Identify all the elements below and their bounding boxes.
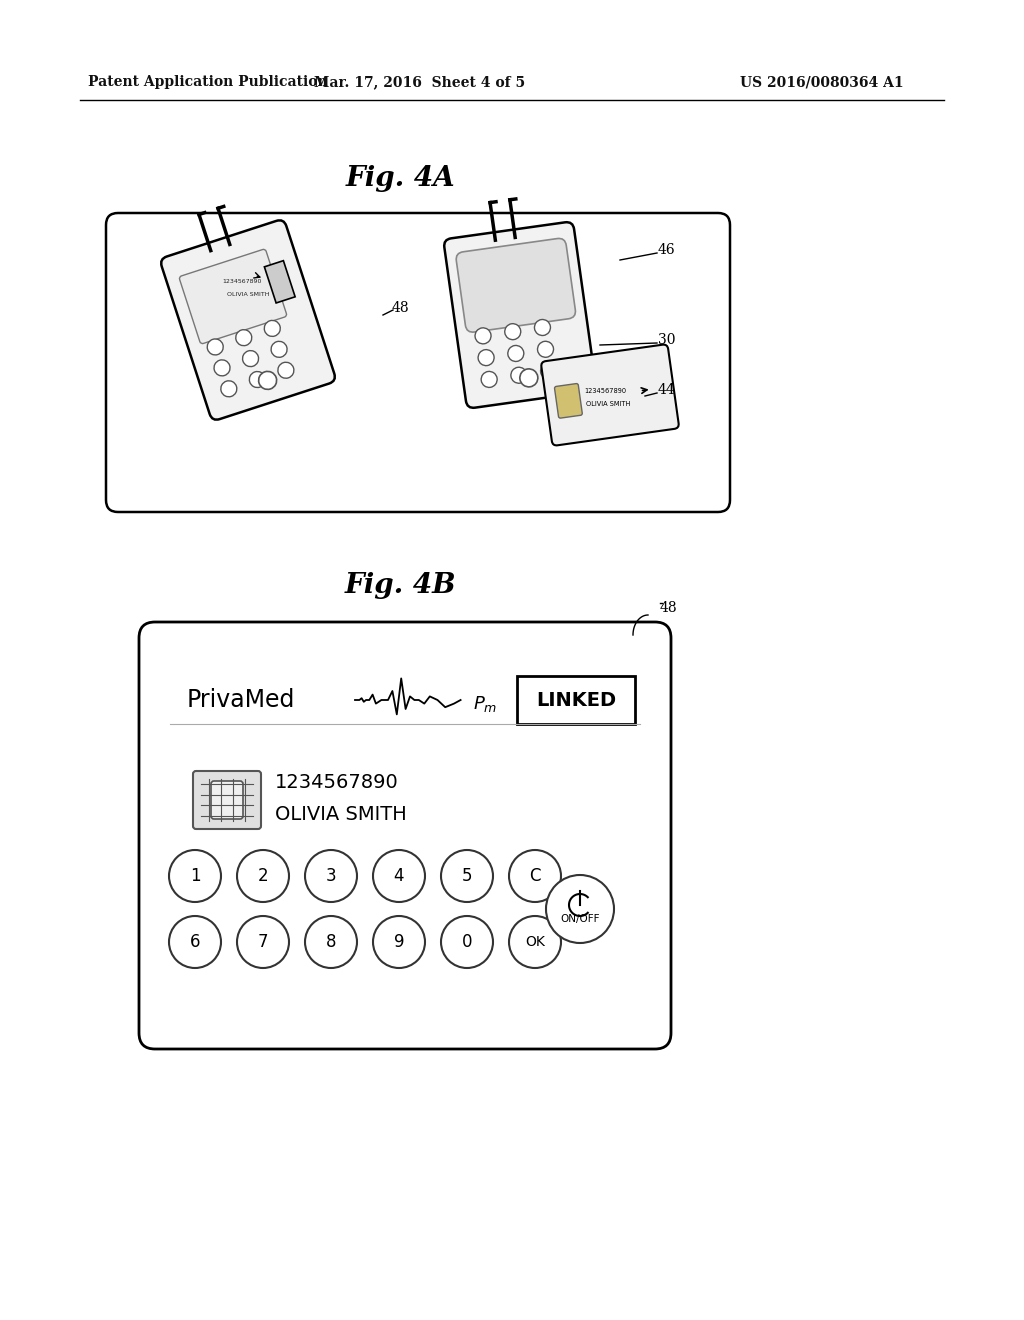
Circle shape [373, 916, 425, 968]
Text: PrivaMed: PrivaMed [187, 688, 295, 711]
Circle shape [541, 363, 557, 379]
Text: Patent Application Publication: Patent Application Publication [88, 75, 328, 88]
Text: US 2016/0080364 A1: US 2016/0080364 A1 [740, 75, 903, 88]
FancyBboxPatch shape [211, 781, 243, 818]
FancyBboxPatch shape [264, 260, 295, 304]
Text: Fig. 4A: Fig. 4A [345, 165, 455, 191]
Text: 48: 48 [392, 301, 410, 315]
Text: 9: 9 [394, 933, 404, 950]
Text: Mar. 17, 2016  Sheet 4 of 5: Mar. 17, 2016 Sheet 4 of 5 [314, 75, 525, 88]
Text: 6: 6 [189, 933, 201, 950]
Circle shape [505, 323, 521, 339]
Text: 1234567890: 1234567890 [584, 388, 627, 393]
Circle shape [243, 351, 258, 367]
Text: Fig. 4B: Fig. 4B [344, 572, 456, 599]
Circle shape [535, 319, 551, 335]
Circle shape [509, 850, 561, 902]
Circle shape [520, 368, 538, 387]
Circle shape [481, 371, 498, 387]
Circle shape [441, 850, 493, 902]
Text: 1: 1 [189, 867, 201, 884]
Text: 1234567890: 1234567890 [223, 279, 262, 284]
FancyBboxPatch shape [139, 622, 671, 1049]
Circle shape [207, 339, 223, 355]
Circle shape [271, 342, 287, 358]
Circle shape [478, 350, 495, 366]
Circle shape [259, 371, 276, 389]
Circle shape [250, 371, 265, 388]
Circle shape [237, 916, 289, 968]
Circle shape [509, 916, 561, 968]
FancyBboxPatch shape [161, 220, 335, 420]
Text: C: C [529, 867, 541, 884]
Text: 3: 3 [326, 867, 336, 884]
Text: OLIVIA SMITH: OLIVIA SMITH [275, 804, 407, 824]
Text: 30: 30 [658, 333, 676, 347]
Text: 0: 0 [462, 933, 472, 950]
Text: $\mathit{P_m}$: $\mathit{P_m}$ [473, 694, 498, 714]
Circle shape [214, 360, 230, 376]
Text: 1234567890: 1234567890 [275, 772, 398, 792]
Circle shape [546, 875, 614, 942]
Circle shape [305, 850, 357, 902]
Text: 46: 46 [658, 243, 676, 257]
Text: LINKED: LINKED [536, 690, 616, 710]
Circle shape [508, 346, 524, 362]
Text: 8: 8 [326, 933, 336, 950]
FancyBboxPatch shape [542, 345, 679, 445]
Text: 5: 5 [462, 867, 472, 884]
Circle shape [373, 850, 425, 902]
FancyBboxPatch shape [193, 771, 261, 829]
Text: 48: 48 [660, 601, 678, 615]
FancyBboxPatch shape [179, 249, 287, 343]
Text: OK: OK [525, 935, 545, 949]
Circle shape [538, 342, 554, 358]
Circle shape [441, 916, 493, 968]
Circle shape [236, 330, 252, 346]
Circle shape [169, 850, 221, 902]
Circle shape [264, 321, 281, 337]
FancyBboxPatch shape [555, 384, 583, 418]
FancyBboxPatch shape [457, 239, 575, 333]
Text: ON/OFF: ON/OFF [560, 913, 600, 924]
Text: 2: 2 [258, 867, 268, 884]
Circle shape [305, 916, 357, 968]
Text: 4: 4 [394, 867, 404, 884]
Circle shape [169, 916, 221, 968]
Text: 7: 7 [258, 933, 268, 950]
Text: OLIVIA SMITH: OLIVIA SMITH [586, 401, 631, 408]
FancyBboxPatch shape [444, 222, 596, 408]
Circle shape [511, 367, 527, 383]
Circle shape [221, 380, 237, 397]
Circle shape [237, 850, 289, 902]
Text: OLIVIA SMITH: OLIVIA SMITH [227, 292, 269, 297]
FancyBboxPatch shape [517, 676, 635, 723]
Circle shape [278, 362, 294, 379]
Circle shape [475, 327, 492, 343]
Text: 44: 44 [658, 383, 676, 397]
